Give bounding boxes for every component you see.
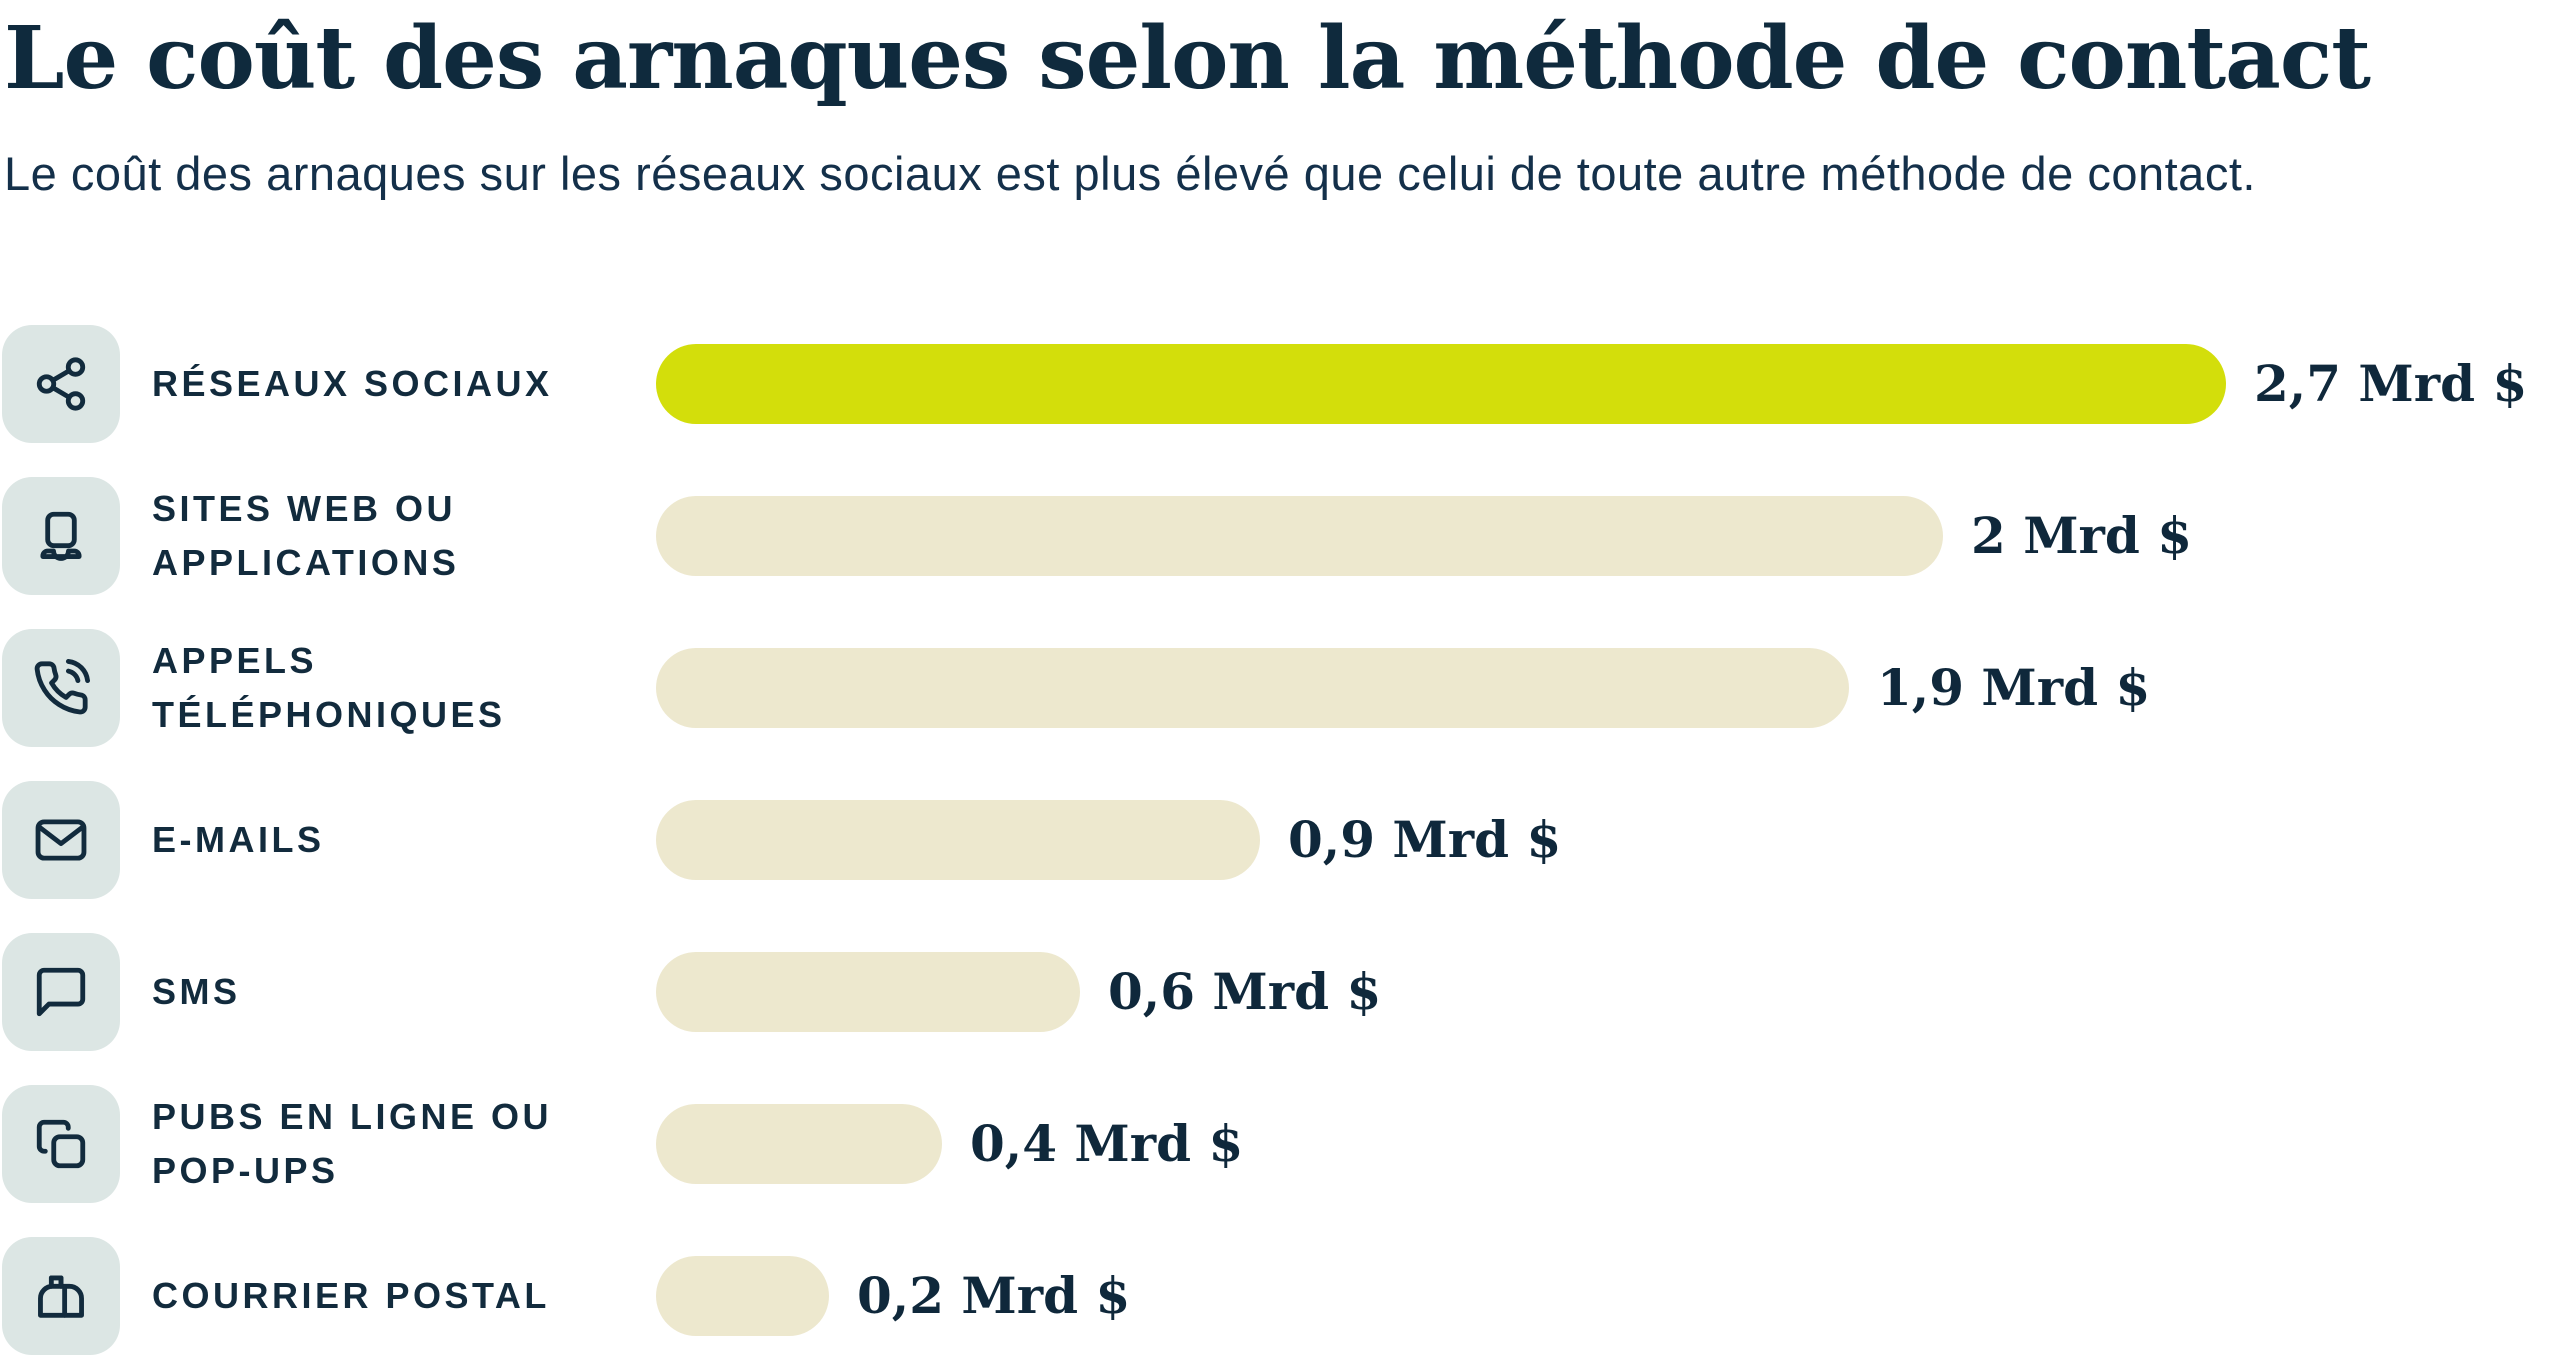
share-icon [2, 324, 120, 443]
value-label: 0,2 Mrd $ [857, 1266, 1131, 1326]
value-bar [656, 799, 1260, 880]
copy-icon [2, 1084, 120, 1203]
category-label: COURRIER POSTAL [152, 1274, 550, 1316]
category-label: APPELS TÉLÉPHONIQUES [152, 639, 506, 735]
header: Le coût des arnaques selon la méthode de… [0, 0, 2560, 201]
bar-area: 2,7 Mrd $ [656, 343, 2560, 424]
value-bar [656, 495, 1943, 576]
phone-call-icon [2, 628, 120, 747]
bar-area: 1,9 Mrd $ [656, 647, 2560, 728]
chart-row: RÉSEAUX SOCIAUX 2,7 Mrd $ [2, 324, 2560, 443]
value-bar [656, 951, 1080, 1032]
value-label: 0,6 Mrd $ [1108, 962, 1382, 1022]
speech-bubble-icon [2, 932, 120, 1051]
chart-row: APPELS TÉLÉPHONIQUES 1,9 Mrd $ [2, 628, 2560, 747]
bar-area: 0,6 Mrd $ [656, 951, 2560, 1032]
chart-row: COURRIER POSTAL 0,2 Mrd $ [2, 1236, 2560, 1355]
value-bar [656, 1103, 942, 1184]
chart-row: SMS 0,6 Mrd $ [2, 932, 2560, 1051]
category-label: RÉSEAUX SOCIAUX [152, 362, 553, 404]
value-bar [656, 343, 2226, 424]
mailbox-icon [2, 1236, 120, 1355]
bar-area: 0,2 Mrd $ [656, 1255, 2560, 1336]
value-bar [656, 647, 1849, 728]
bar-area: 0,9 Mrd $ [656, 799, 2560, 880]
value-label: 0,9 Mrd $ [1288, 810, 1562, 870]
bar-area: 2 Mrd $ [656, 495, 2560, 576]
laptop-icon [2, 476, 120, 595]
category-label: PUBS EN LIGNE OU POP-UPS [152, 1095, 553, 1191]
category-label: SITES WEB OU APPLICATIONS [152, 487, 460, 583]
bar-area: 0,4 Mrd $ [656, 1103, 2560, 1184]
category-label: E-MAILS [152, 818, 325, 860]
value-label: 1,9 Mrd $ [1877, 658, 2151, 718]
page-title: Le coût des arnaques selon la méthode de… [4, 8, 2371, 109]
bar-chart: RÉSEAUX SOCIAUX 2,7 Mrd $ SITES WEB OU A… [0, 324, 2560, 1355]
chart-row: E-MAILS 0,9 Mrd $ [2, 780, 2560, 899]
value-bar [656, 1255, 829, 1336]
chart-row: SITES WEB OU APPLICATIONS 2 Mrd $ [2, 476, 2560, 595]
envelope-icon [2, 780, 120, 899]
value-label: 2,7 Mrd $ [2254, 354, 2528, 414]
category-label: SMS [152, 970, 241, 1012]
value-label: 0,4 Mrd $ [970, 1114, 1244, 1174]
value-label: 2 Mrd $ [1971, 506, 2193, 566]
page-subtitle: Le coût des arnaques sur les réseaux soc… [4, 146, 2256, 200]
chart-row: PUBS EN LIGNE OU POP-UPS 0,4 Mrd $ [2, 1084, 2560, 1203]
